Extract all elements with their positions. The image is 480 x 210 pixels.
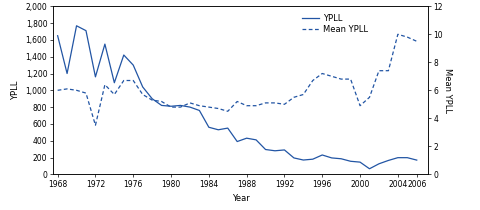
YPLL xyxy=(328,157,334,159)
Mean YPLL xyxy=(300,93,306,96)
Mean YPLL xyxy=(252,104,258,107)
YPLL xyxy=(243,137,249,139)
YPLL xyxy=(168,105,174,108)
YPLL xyxy=(394,156,400,159)
YPLL xyxy=(120,54,126,56)
YPLL xyxy=(224,127,230,129)
Mean YPLL xyxy=(102,83,108,86)
YPLL xyxy=(149,97,155,100)
Mean YPLL xyxy=(55,89,60,92)
Mean YPLL xyxy=(120,79,126,82)
Mean YPLL xyxy=(168,106,174,108)
YPLL xyxy=(92,76,98,78)
Mean YPLL xyxy=(272,102,277,104)
YPLL xyxy=(177,104,183,107)
YPLL xyxy=(319,154,324,156)
YPLL xyxy=(262,148,268,151)
Mean YPLL xyxy=(177,106,183,108)
Mean YPLL xyxy=(413,40,419,43)
Mean YPLL xyxy=(243,104,249,107)
YPLL xyxy=(413,159,419,161)
Mean YPLL xyxy=(234,100,240,103)
Mean YPLL xyxy=(196,104,202,107)
YPLL xyxy=(187,106,192,108)
Mean YPLL xyxy=(375,70,381,72)
Mean YPLL xyxy=(130,79,136,82)
Mean YPLL xyxy=(328,75,334,77)
YPLL xyxy=(309,158,315,160)
Mean YPLL xyxy=(309,79,315,82)
Mean YPLL xyxy=(281,103,287,106)
YPLL xyxy=(366,168,372,170)
YPLL xyxy=(215,129,221,131)
Mean YPLL xyxy=(149,99,155,101)
Mean YPLL xyxy=(111,93,117,96)
Line: Mean YPLL: Mean YPLL xyxy=(58,34,416,125)
Mean YPLL xyxy=(224,110,230,113)
YPLL xyxy=(357,161,362,163)
YPLL xyxy=(158,104,164,107)
YPLL xyxy=(234,140,240,143)
Mean YPLL xyxy=(140,93,145,96)
YPLL xyxy=(205,126,211,129)
YPLL xyxy=(111,81,117,84)
YPLL xyxy=(272,150,277,152)
YPLL xyxy=(102,43,108,45)
YPLL xyxy=(252,139,258,141)
Mean YPLL xyxy=(262,102,268,104)
X-axis label: Year: Year xyxy=(231,194,249,203)
YPLL xyxy=(375,163,381,165)
Mean YPLL xyxy=(347,78,353,80)
YPLL xyxy=(404,156,409,159)
Mean YPLL xyxy=(158,100,164,103)
Mean YPLL xyxy=(319,72,324,75)
Mean YPLL xyxy=(187,102,192,104)
YPLL xyxy=(300,159,306,161)
Legend: YPLL, Mean YPLL: YPLL, Mean YPLL xyxy=(298,10,371,38)
YPLL xyxy=(140,86,145,88)
YPLL xyxy=(384,159,390,162)
YPLL xyxy=(83,29,89,32)
Y-axis label: Mean YPLL: Mean YPLL xyxy=(442,68,451,113)
Mean YPLL xyxy=(73,89,79,92)
YPLL xyxy=(64,72,70,75)
Mean YPLL xyxy=(215,107,221,110)
Mean YPLL xyxy=(366,96,372,98)
YPLL xyxy=(196,109,202,112)
YPLL xyxy=(55,34,60,37)
YPLL xyxy=(347,160,353,163)
Y-axis label: YPLL: YPLL xyxy=(11,81,20,100)
YPLL xyxy=(281,149,287,151)
Mean YPLL xyxy=(394,33,400,35)
Mean YPLL xyxy=(384,70,390,72)
YPLL xyxy=(290,157,296,159)
Line: YPLL: YPLL xyxy=(58,26,416,169)
YPLL xyxy=(130,64,136,66)
Mean YPLL xyxy=(92,124,98,127)
Mean YPLL xyxy=(290,96,296,98)
Mean YPLL xyxy=(404,36,409,38)
Mean YPLL xyxy=(357,104,362,107)
Mean YPLL xyxy=(205,106,211,108)
Mean YPLL xyxy=(337,78,343,80)
YPLL xyxy=(73,25,79,27)
Mean YPLL xyxy=(64,88,70,90)
YPLL xyxy=(337,158,343,160)
Mean YPLL xyxy=(83,92,89,94)
